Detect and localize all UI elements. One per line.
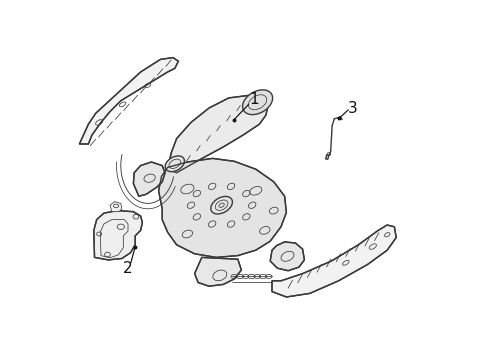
Polygon shape	[94, 211, 143, 260]
Text: 3: 3	[348, 100, 358, 116]
Text: 1: 1	[249, 91, 259, 107]
Ellipse shape	[243, 90, 272, 114]
Polygon shape	[159, 158, 286, 257]
Polygon shape	[110, 202, 122, 212]
Ellipse shape	[165, 156, 184, 172]
Text: 2: 2	[123, 261, 133, 276]
Polygon shape	[326, 155, 329, 159]
Polygon shape	[272, 225, 396, 297]
Polygon shape	[79, 58, 178, 144]
Polygon shape	[195, 257, 242, 286]
Polygon shape	[168, 95, 269, 173]
Polygon shape	[270, 242, 304, 271]
Polygon shape	[133, 162, 165, 196]
